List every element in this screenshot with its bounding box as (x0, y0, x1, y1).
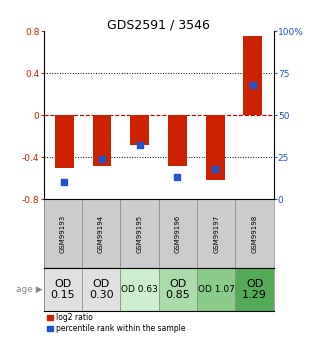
Text: GSM99198: GSM99198 (252, 215, 258, 253)
Bar (120, 199, 159, 268)
Point (213, 166, 218, 172)
Text: OD
0.30: OD 0.30 (89, 279, 114, 300)
Bar (197, 268, 235, 311)
Text: age ▶: age ▶ (16, 285, 43, 294)
Bar (168, 115, 187, 166)
Text: GSM99196: GSM99196 (175, 215, 181, 253)
Bar (206, 115, 225, 180)
Point (62, 180, 67, 185)
Text: OD
0.15: OD 0.15 (50, 279, 75, 300)
Bar (244, 36, 262, 115)
Text: GSM99194: GSM99194 (98, 215, 104, 253)
Bar (159, 199, 197, 268)
Title: GDS2591 / 3546: GDS2591 / 3546 (107, 18, 210, 31)
Text: GSM99197: GSM99197 (213, 215, 219, 253)
Point (250, 82, 255, 88)
Text: OD
0.85: OD 0.85 (165, 279, 190, 300)
Point (100, 156, 104, 162)
Point (175, 175, 180, 180)
Text: OD 1.07: OD 1.07 (198, 285, 234, 294)
Bar (235, 268, 274, 311)
Bar (235, 199, 274, 268)
Bar (120, 268, 159, 311)
Bar (197, 199, 235, 268)
Text: GSM99195: GSM99195 (137, 215, 142, 253)
Text: OD 0.63: OD 0.63 (121, 285, 158, 294)
Bar (44, 268, 82, 311)
Bar (82, 199, 120, 268)
Text: OD
1.29: OD 1.29 (242, 279, 267, 300)
Point (137, 143, 142, 148)
Bar (130, 115, 149, 145)
Bar (159, 268, 197, 311)
Bar (55, 115, 74, 168)
Bar (93, 115, 111, 166)
Bar (44, 199, 82, 268)
Bar (82, 268, 120, 311)
Text: GSM99193: GSM99193 (60, 215, 66, 253)
Legend: log2 ratio, percentile rank within the sample: log2 ratio, percentile rank within the s… (47, 313, 185, 333)
